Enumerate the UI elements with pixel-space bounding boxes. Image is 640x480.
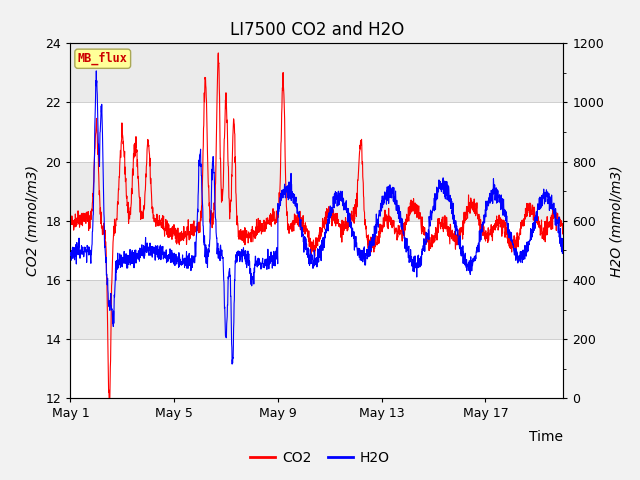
Legend: CO2, H2O: CO2, H2O — [244, 445, 396, 471]
Text: MB_flux: MB_flux — [78, 52, 127, 65]
Bar — [70, 221, 563, 280]
Title: LI7500 CO2 and H2O: LI7500 CO2 and H2O — [230, 21, 404, 39]
Y-axis label: CO2 (mmol/m3): CO2 (mmol/m3) — [26, 165, 40, 276]
Bar — [70, 162, 563, 221]
Text: Time: Time — [529, 431, 563, 444]
Bar — [70, 280, 563, 339]
Bar — [70, 43, 563, 102]
Y-axis label: H2O (mmol/m3): H2O (mmol/m3) — [610, 165, 623, 276]
Bar — [70, 339, 563, 398]
Bar — [70, 102, 563, 162]
